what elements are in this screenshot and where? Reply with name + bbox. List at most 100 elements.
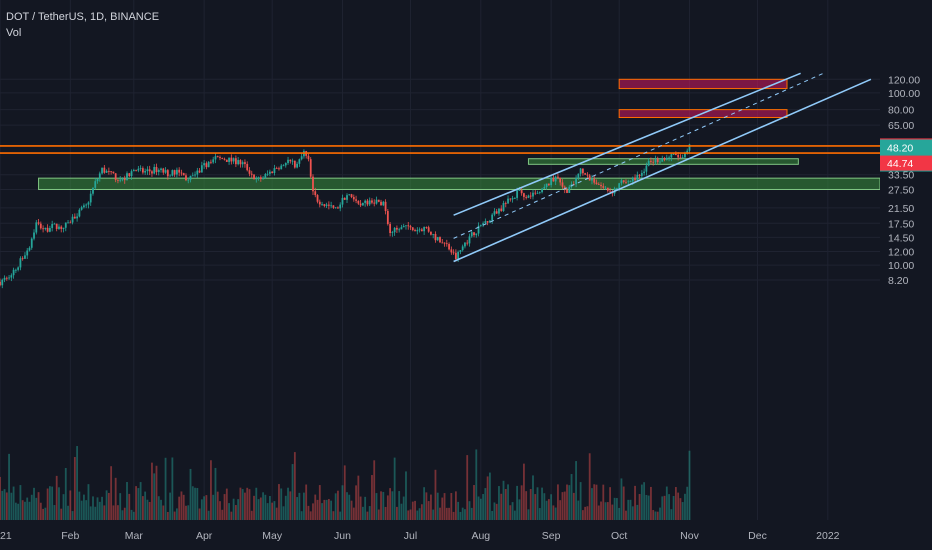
candle-body xyxy=(484,221,487,224)
candle-body xyxy=(684,153,686,158)
candle-body xyxy=(461,246,464,251)
candle-body xyxy=(291,160,294,162)
candle-body xyxy=(330,205,333,207)
time-tick-label: 2022 xyxy=(816,530,840,542)
candle-body xyxy=(493,211,496,215)
price-tick-label: 12.00 xyxy=(888,247,914,259)
volume-bar xyxy=(602,484,605,520)
candle-body xyxy=(268,171,271,174)
price-tick-label: 10.00 xyxy=(888,260,914,272)
volume-bar xyxy=(112,505,115,520)
volume-bar xyxy=(366,511,369,520)
time-tick-label: Jul xyxy=(404,530,417,542)
volume-bar xyxy=(575,461,577,520)
candle-body xyxy=(586,174,589,176)
channel-lines xyxy=(453,72,872,263)
volume-bar xyxy=(78,491,81,520)
candle-body xyxy=(629,181,632,183)
candle-body xyxy=(69,222,72,224)
candle-body xyxy=(575,177,577,185)
volume-bar xyxy=(450,493,453,520)
candle-body xyxy=(543,186,546,189)
volume-bar xyxy=(686,486,689,520)
candle-body xyxy=(339,204,342,209)
candle-body xyxy=(234,158,237,165)
candle-body xyxy=(416,230,419,232)
candle-body xyxy=(205,163,208,168)
price-axis-panel[interactable] xyxy=(880,0,932,550)
volume-bar xyxy=(246,487,249,520)
volume-bar xyxy=(665,486,668,520)
volume-bar xyxy=(234,505,237,520)
volume-bar xyxy=(105,490,108,520)
price-tick-label: 17.50 xyxy=(888,218,914,230)
candle-body xyxy=(470,232,473,237)
volume-bar xyxy=(688,450,691,520)
candle-body xyxy=(162,168,165,173)
volume-bars xyxy=(0,446,691,520)
volume-bar xyxy=(237,499,240,520)
volume-bar xyxy=(96,497,99,520)
candle-body xyxy=(141,168,144,173)
volume-bar xyxy=(677,492,680,520)
candle-body xyxy=(171,170,174,176)
candle-body xyxy=(343,197,346,200)
candle-body xyxy=(402,225,405,228)
candle-body xyxy=(475,233,478,236)
volume-bar xyxy=(414,500,416,520)
candle-body xyxy=(37,222,40,224)
volume-bar xyxy=(35,497,38,520)
candle-body xyxy=(420,229,423,232)
volume-bar xyxy=(618,507,621,520)
candle-body xyxy=(427,227,430,232)
volume-bar xyxy=(384,506,387,520)
volume-bar xyxy=(475,449,478,520)
volume-bar xyxy=(121,510,124,520)
volume-bar xyxy=(123,507,126,520)
candle-body xyxy=(42,228,44,230)
volume-bar xyxy=(0,476,1,520)
candle-body xyxy=(0,281,1,286)
candle-body xyxy=(393,227,396,233)
volume-bar xyxy=(357,475,360,520)
level-price-tag xyxy=(880,155,932,171)
candle-body xyxy=(26,250,29,256)
candle-body xyxy=(414,230,416,232)
volume-bar xyxy=(300,511,303,520)
volume-bar xyxy=(257,499,260,520)
volume-bar xyxy=(613,497,616,520)
volume-bar xyxy=(559,500,562,520)
candles xyxy=(0,143,691,289)
candle-body xyxy=(62,227,65,229)
volume-bar xyxy=(130,509,133,520)
candle-body xyxy=(39,223,42,229)
candle-body xyxy=(643,171,646,174)
volume-bar xyxy=(334,493,337,520)
candle-body xyxy=(609,190,612,192)
volume-bar xyxy=(323,499,326,520)
volume-indicator-label[interactable]: Vol xyxy=(6,27,22,39)
time-axis-panel[interactable] xyxy=(0,520,932,550)
candle-body xyxy=(663,158,666,160)
volume-bar xyxy=(87,484,90,520)
candle-body xyxy=(73,216,76,219)
volume-bar xyxy=(400,503,403,520)
candle-body xyxy=(155,166,158,173)
volume-bar xyxy=(153,473,156,520)
volume-bar xyxy=(643,482,646,520)
candle-body xyxy=(654,158,657,163)
volume-bar xyxy=(271,502,274,520)
candle-body xyxy=(668,157,670,159)
candle-body xyxy=(275,168,278,169)
symbol-title[interactable]: DOT / TetherUS, 1D, BINANCE xyxy=(6,11,160,23)
candle-body xyxy=(525,196,528,198)
volume-bar xyxy=(291,464,294,520)
candle-body xyxy=(14,269,17,271)
candle-body xyxy=(271,171,274,174)
candle-body xyxy=(128,173,131,177)
candle-body xyxy=(237,160,240,165)
candle-body xyxy=(289,159,292,162)
candle-body xyxy=(638,174,641,176)
candle-body xyxy=(563,186,566,190)
